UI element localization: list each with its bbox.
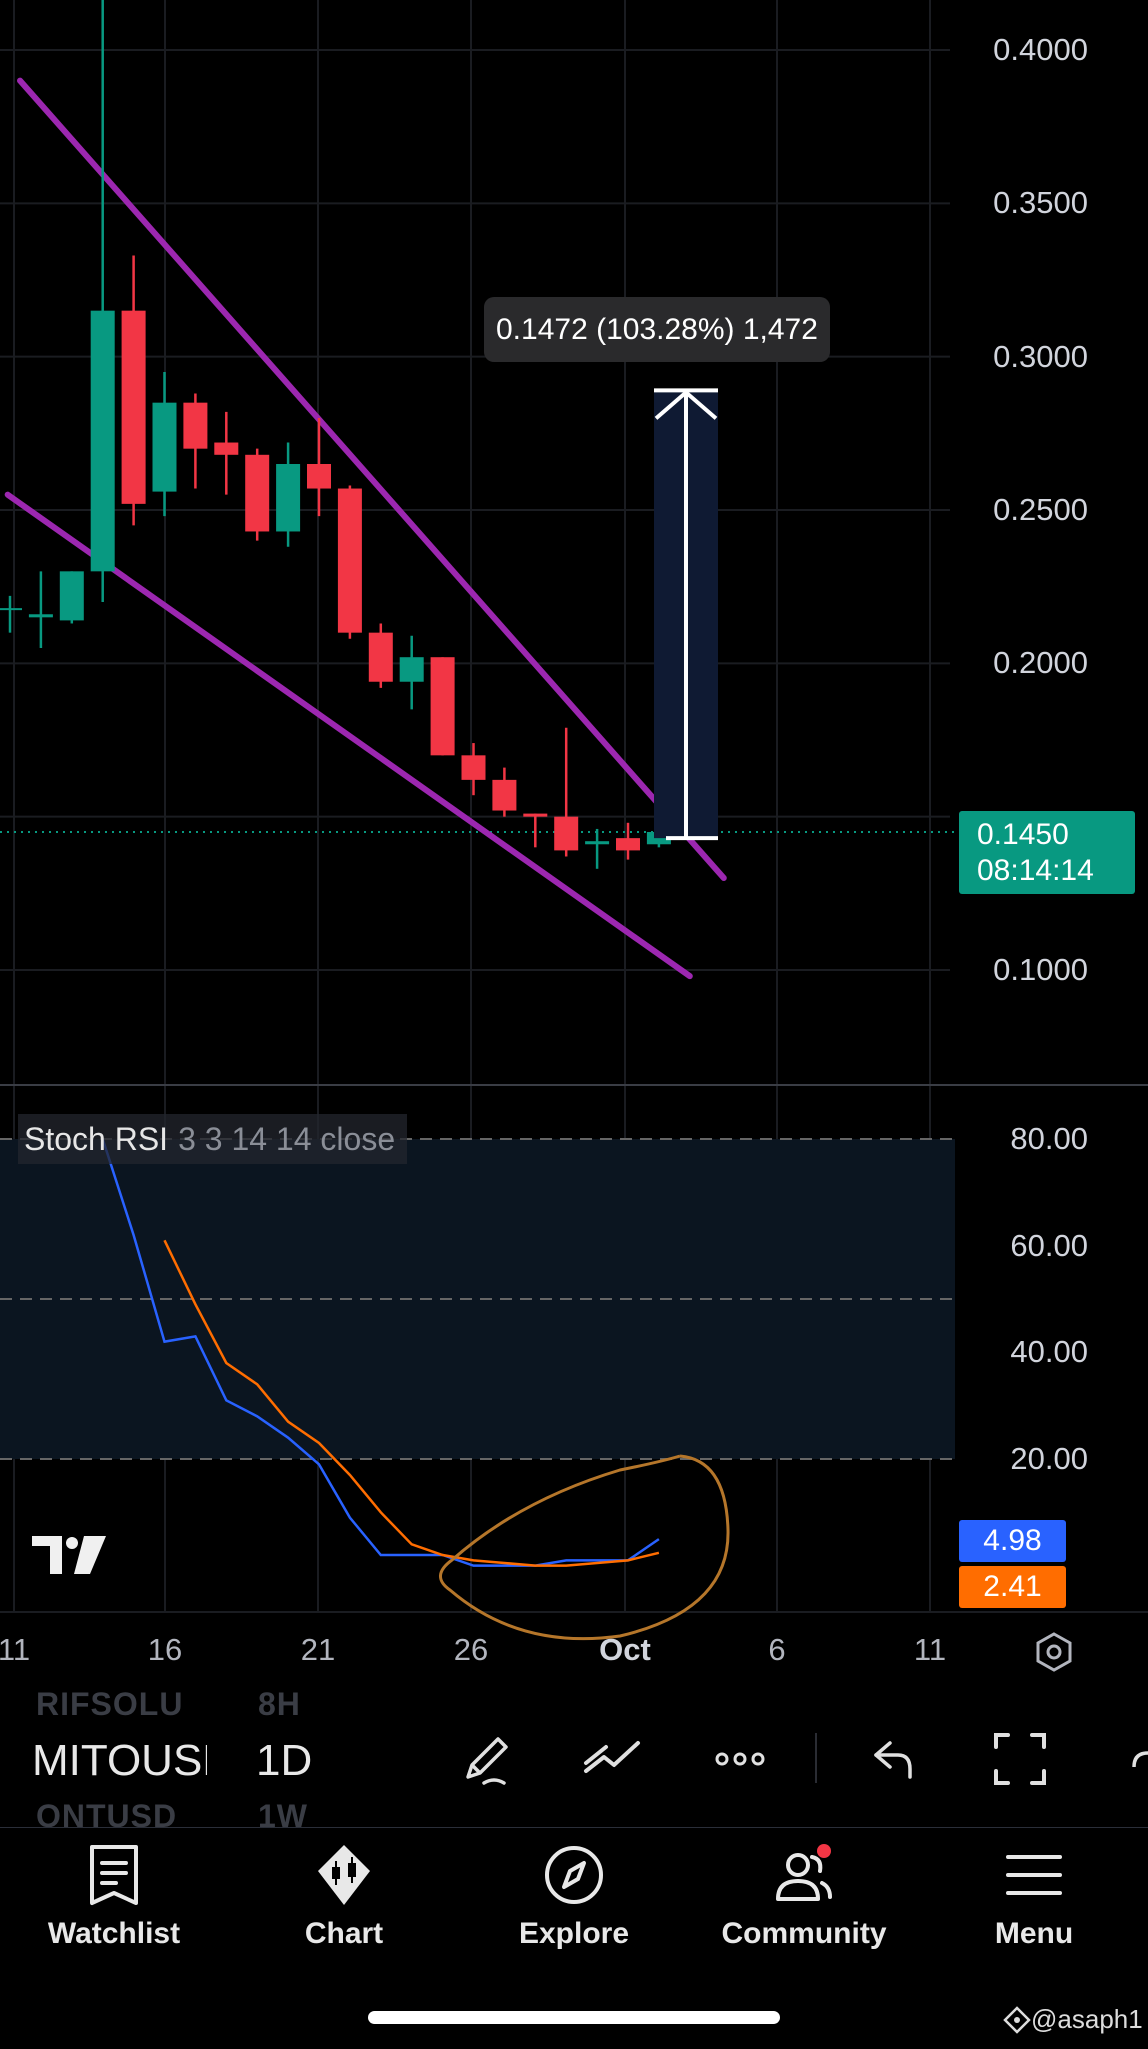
date-axis-label: 21 (300, 1632, 336, 1667)
stoch-band-fill (0, 1139, 955, 1459)
candle-body (554, 816, 579, 851)
candle-body (0, 608, 22, 611)
candle-body (492, 779, 517, 811)
menu-icon (1006, 1855, 1062, 1895)
stoch-d-line (163, 1239, 660, 1567)
home-indicator[interactable] (368, 2011, 780, 2024)
candle-body (461, 755, 486, 780)
nav-chart-label: Chart (304, 1917, 384, 1950)
candle-body (307, 464, 331, 489)
date-axis-label: 11 (0, 1632, 31, 1667)
prev-interval-ghost: 8H (258, 1686, 301, 1722)
tradingview-logo (32, 1536, 106, 1574)
chart-icon (318, 1845, 370, 1905)
current-price: 0.1450 (977, 817, 1069, 851)
chart-toolbar (0, 1690, 1148, 1826)
nav-watchlist[interactable]: Watchlist (14, 1843, 214, 1951)
date-axis-label: 16 (147, 1632, 183, 1667)
price-axis-label: 0.1000 (993, 952, 1088, 987)
date-axis-label: 11 (913, 1632, 947, 1667)
nav-explore[interactable]: Explore (474, 1843, 674, 1951)
nav-chart[interactable]: Chart (244, 1843, 444, 1951)
price-axis-label: 0.3500 (993, 185, 1088, 221)
symbol-selector[interactable]: MITOUSD (32, 1736, 207, 1785)
date-axis-label: 26 (453, 1632, 489, 1667)
stoch-axis-label: 40.00 (1010, 1334, 1088, 1370)
prev-symbol-ghost: RIFSOLU (36, 1686, 184, 1722)
compass-icon (545, 1846, 603, 1904)
nav-menu-label: Menu (994, 1917, 1074, 1950)
pencil-icon[interactable] (454, 1727, 518, 1791)
notification-dot (817, 1844, 831, 1858)
candle-body (337, 488, 362, 633)
community-icon (776, 1844, 832, 1901)
fullscreen-icon[interactable] (988, 1727, 1052, 1791)
candle-body (214, 442, 239, 455)
current-price-tag: 0.1450 08:14:14 (959, 811, 1135, 894)
channel-line (17, 77, 727, 881)
indicator-name: Stoch RSI (24, 1120, 169, 1157)
stoch-axis-label: 20.00 (1010, 1441, 1088, 1476)
toolbar-divider (815, 1733, 817, 1783)
chart-canvas[interactable] (0, 0, 1148, 1690)
stoch-axis-label: 80.00 (1010, 1121, 1088, 1156)
watermark-text: @asaph1 (1031, 2004, 1143, 2034)
nav-community-label: Community (721, 1917, 887, 1950)
price-axis-label: 0.2500 (993, 492, 1088, 527)
date-axis-label: 6 (768, 1632, 786, 1667)
partial-tool-icon[interactable] (1124, 1727, 1148, 1791)
stoch-k-value: 4.98 (959, 1520, 1066, 1562)
nav-watchlist-label: Watchlist (47, 1917, 181, 1950)
more-icon[interactable] (708, 1727, 772, 1791)
stoch-k-line (101, 1138, 660, 1567)
stoch-axis-label: 60.00 (1010, 1227, 1088, 1263)
watermark: @asaph1 (1003, 2004, 1143, 2035)
candle-body (121, 310, 146, 504)
price-axis-label: 0.3000 (993, 338, 1088, 374)
candle-body (90, 310, 115, 572)
nav-explore-label: Explore (518, 1917, 630, 1950)
candle-body (245, 454, 270, 532)
candle-body (616, 838, 640, 851)
candle-body (28, 614, 53, 618)
channel-line (4, 491, 693, 980)
date-axis-label: Oct (599, 1632, 651, 1667)
candle-body (523, 813, 548, 817)
nav-menu[interactable]: Menu (934, 1843, 1134, 1951)
settings-icon[interactable] (1032, 1630, 1076, 1674)
candle-body (152, 402, 177, 492)
measure-arrow-head (654, 389, 718, 420)
candle-body (430, 657, 455, 756)
interval-selector[interactable]: 1D (256, 1736, 313, 1785)
undo-icon[interactable] (860, 1727, 924, 1791)
candle-body (276, 464, 301, 532)
indicator-params: 3 3 14 14 close (178, 1120, 396, 1157)
price-axis-label: 0.2000 (993, 645, 1088, 681)
watchlist-icon (90, 1845, 138, 1905)
candle-body (585, 841, 610, 845)
candle-body (183, 402, 208, 449)
candle-body (368, 632, 393, 682)
price-axis-label: 0.4000 (993, 32, 1088, 67)
bar-countdown: 08:14:14 (977, 853, 1094, 887)
measure-tooltip: 0.1472 (103.28%) 1,472 (484, 297, 830, 362)
candle-body (399, 657, 424, 682)
stoch-d-value: 2.41 (959, 1566, 1066, 1608)
nav-community[interactable]: Community (704, 1843, 904, 1951)
drawing-tools-icon[interactable] (580, 1727, 644, 1791)
candle-body (59, 571, 84, 621)
annotation-circle (439, 1454, 730, 1641)
indicator-legend[interactable]: Stoch RSI 3 3 14 14 close (18, 1114, 408, 1164)
watermark-icon (1003, 2005, 1031, 2034)
